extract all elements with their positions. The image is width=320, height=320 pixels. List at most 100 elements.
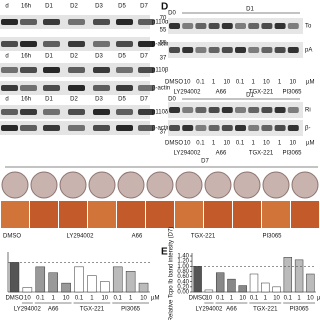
band: [1, 67, 18, 73]
label: d: [5, 97, 8, 103]
label: µM: [306, 80, 314, 86]
label: 1.40: [177, 254, 189, 260]
label: 0.1: [75, 296, 84, 302]
label: DMSO: [165, 80, 183, 86]
label: 10: [140, 296, 147, 302]
band: [235, 47, 246, 53]
label: pA: [305, 48, 312, 54]
plate: [1, 171, 29, 199]
band: [43, 19, 60, 25]
label: TGX-221: [80, 307, 105, 313]
label: 0.00: [177, 290, 189, 296]
label: PI3065: [282, 151, 302, 157]
label: 10: [184, 80, 191, 86]
label: D2: [70, 97, 78, 103]
band: [68, 109, 85, 115]
label: D7: [140, 4, 148, 10]
micrograph: [117, 201, 145, 228]
band: [169, 107, 180, 113]
plate: [175, 171, 203, 199]
band: [20, 85, 37, 91]
label: TGX-221: [191, 234, 216, 240]
band: [287, 47, 299, 53]
band: [93, 109, 110, 115]
label: 16h: [21, 4, 31, 10]
label: D1: [45, 97, 53, 103]
band: [208, 125, 220, 131]
band: [274, 107, 286, 113]
band: [182, 125, 194, 131]
bar: [306, 273, 315, 293]
label: 0.20: [177, 284, 189, 290]
label: D7: [140, 97, 148, 103]
band: [116, 109, 133, 115]
label: 1: [52, 296, 56, 302]
label: 10: [223, 141, 230, 147]
label: 1: [212, 141, 216, 147]
bar: [272, 286, 281, 293]
label: β-actin: [152, 86, 170, 92]
micrograph: [146, 201, 174, 228]
micrograph: [262, 201, 290, 228]
label: β-actin: [152, 42, 170, 48]
band: [68, 67, 85, 73]
band: [138, 109, 155, 115]
band: [169, 47, 180, 53]
label: A66: [48, 307, 59, 313]
band: [287, 107, 299, 113]
band: [287, 23, 299, 29]
band: [43, 85, 60, 91]
micrograph: [204, 201, 232, 228]
band: [138, 41, 155, 47]
plate: [233, 171, 261, 199]
label: D5: [118, 97, 126, 103]
plate: [59, 171, 87, 199]
bar: [193, 266, 202, 293]
band: [20, 19, 37, 25]
band: [93, 85, 110, 91]
label: D2: [70, 4, 78, 10]
band: [43, 109, 60, 115]
label: 10: [263, 80, 270, 86]
label: 0.1: [196, 80, 205, 86]
plate: [204, 171, 232, 199]
label: 1: [278, 80, 282, 86]
panel-label: E: [161, 247, 168, 258]
label: 1: [129, 296, 133, 302]
plate: [262, 171, 290, 199]
bar: [87, 275, 97, 293]
label: 1: [212, 80, 216, 86]
band: [182, 23, 194, 29]
label: 0.1: [36, 296, 45, 302]
label: 0.1: [216, 296, 225, 302]
label: p110β: [152, 68, 169, 74]
label: D3: [95, 4, 103, 10]
label: TGX-221: [253, 307, 278, 313]
label: µM: [317, 296, 320, 302]
label: 10: [289, 141, 296, 147]
band: [20, 109, 37, 115]
label: D3: [95, 97, 103, 103]
label: PI3065: [121, 307, 141, 313]
label: A66: [226, 307, 237, 313]
band: [43, 41, 60, 47]
band: [138, 19, 155, 25]
label: 1.20: [177, 259, 189, 265]
label: 55: [160, 41, 167, 47]
label: PI3065: [290, 307, 310, 313]
label: 0.1: [236, 80, 245, 86]
label: A66: [132, 234, 143, 240]
band: [93, 19, 110, 25]
label: LY294002: [14, 307, 42, 313]
band: [235, 23, 246, 29]
band: [248, 107, 260, 113]
panel-label: D: [161, 2, 168, 13]
band: [221, 47, 233, 53]
bar: [48, 272, 58, 293]
label: β-actin: [152, 126, 170, 132]
label: Ri: [305, 108, 311, 114]
band: [221, 125, 233, 131]
band: [248, 125, 260, 131]
label: d: [5, 4, 8, 10]
